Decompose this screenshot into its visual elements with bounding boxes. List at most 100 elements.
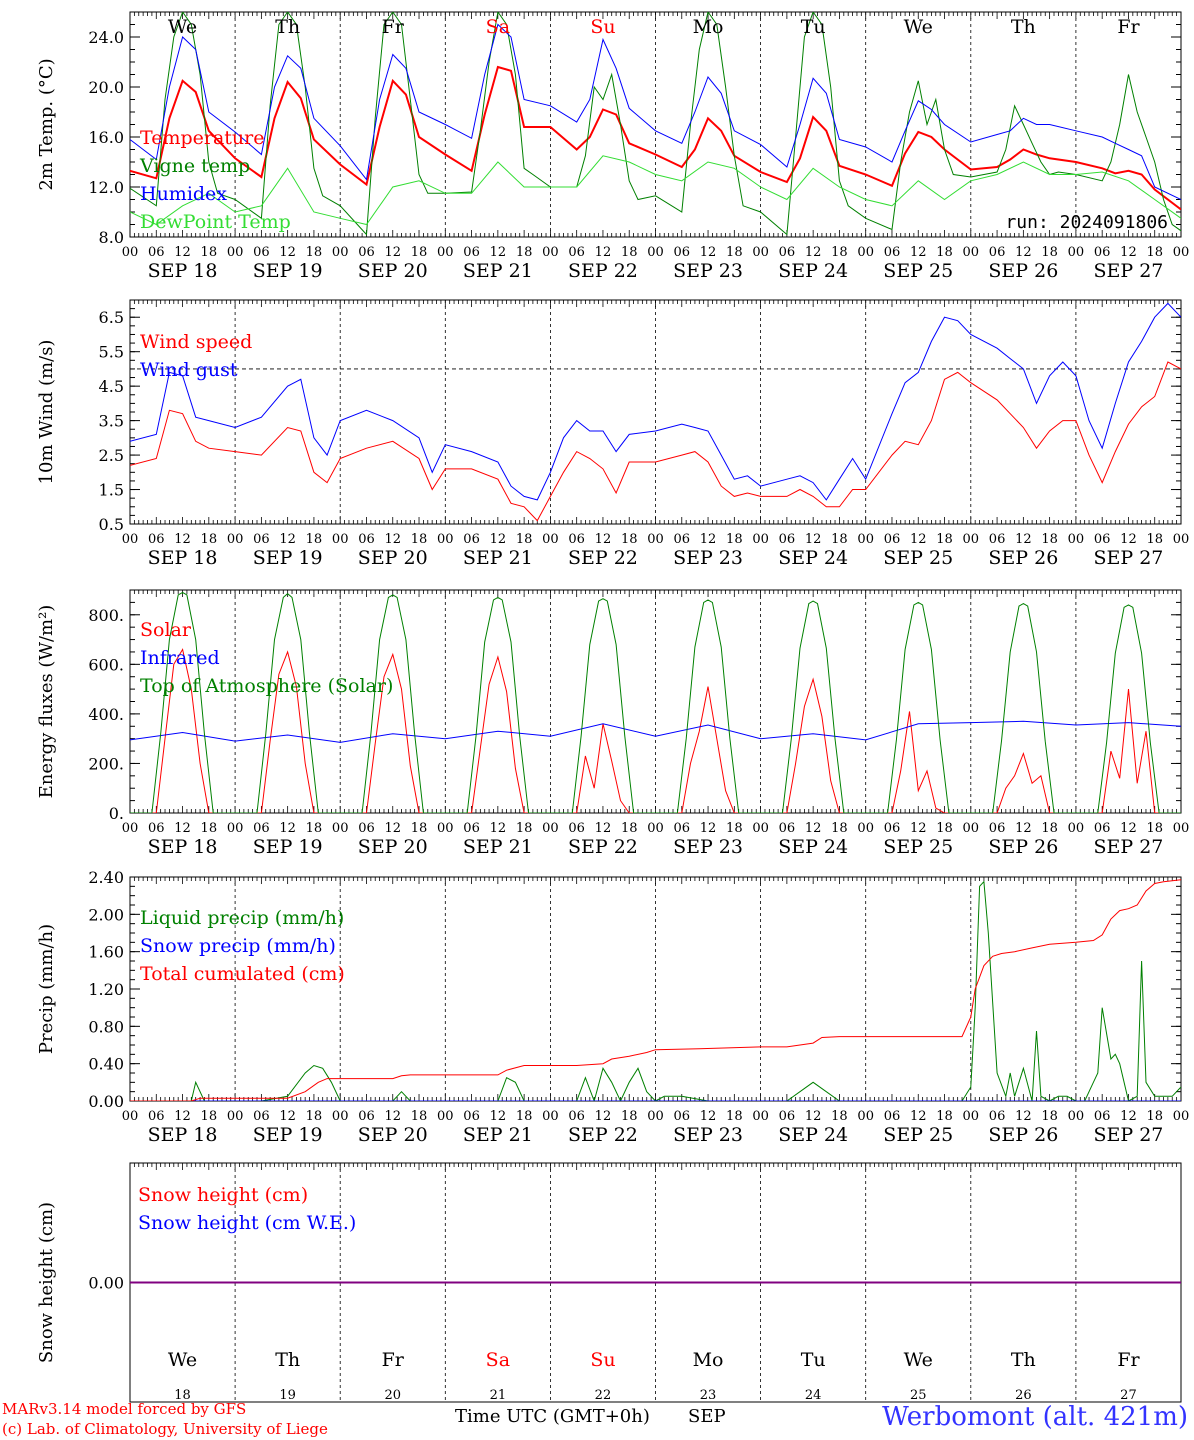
x-tick-label: 18 (411, 245, 428, 260)
x-tick-label: 18 (306, 245, 323, 260)
date-label: SEP 18 (148, 547, 218, 569)
date-label: SEP 24 (778, 260, 848, 282)
x-tick-label: 00 (1173, 821, 1190, 836)
x-tick-label: 06 (463, 821, 480, 836)
time-axis-title: Time UTC (GMT+0h) (455, 1406, 650, 1427)
x-tick-label: 18 (726, 1109, 743, 1124)
y-tick-label: 6.5 (99, 308, 124, 327)
series-dewpoint-temp (130, 155, 1181, 226)
x-tick-label: 06 (674, 532, 691, 547)
x-tick-label: 18 (1146, 245, 1163, 260)
x-tick-label: 12 (910, 245, 927, 260)
date-label: SEP 18 (148, 260, 218, 282)
x-tick-label: 06 (779, 821, 796, 836)
date-label: SEP 21 (463, 260, 533, 282)
x-tick-label: 06 (253, 532, 270, 547)
x-tick-label: 00 (963, 245, 980, 260)
x-tick-label: 18 (201, 1109, 218, 1124)
x-tick-label: 18 (1041, 821, 1058, 836)
weekday-label-top: We (168, 16, 197, 38)
x-tick-label: 00 (437, 532, 454, 547)
date-label: SEP 20 (358, 836, 428, 858)
x-tick-label: 18 (726, 821, 743, 836)
y-tick-label: 12.0 (88, 178, 124, 197)
x-tick-label: 06 (253, 821, 270, 836)
date-label: SEP 20 (358, 1124, 428, 1146)
footer-model: MARv3.14 model forced by GFS (2, 1400, 247, 1418)
weekday-label-top: Tu (801, 16, 826, 38)
x-tick-label: 00 (963, 821, 980, 836)
x-tick-label: 12 (910, 1109, 927, 1124)
x-tick-label: 18 (621, 532, 638, 547)
x-tick-label: 06 (884, 821, 901, 836)
x-tick-label: 00 (857, 245, 874, 260)
x-tick-label: 12 (174, 532, 191, 547)
legend-entry: Total cumulated (cm) (140, 963, 345, 985)
series-humidex (130, 23, 1181, 200)
legend-entry: Wind gust (140, 359, 238, 381)
y-tick-label: 400. (88, 705, 124, 724)
x-tick-label: 18 (516, 245, 533, 260)
x-tick-label: 18 (726, 532, 743, 547)
series-vigne-temp (130, 12, 1181, 236)
x-tick-label: 18 (831, 532, 848, 547)
x-tick-label: 06 (1094, 245, 1111, 260)
x-tick-label: 06 (148, 245, 165, 260)
x-tick-label: 06 (1094, 821, 1111, 836)
x-tick-label: 06 (674, 1109, 691, 1124)
x-tick-label: 06 (989, 245, 1006, 260)
y-tick-label: 1.60 (88, 943, 124, 962)
day-number: 23 (700, 1388, 717, 1403)
x-tick-label: 06 (779, 532, 796, 547)
x-tick-label: 06 (463, 532, 480, 547)
x-tick-label: 00 (1068, 245, 1085, 260)
date-label: SEP 19 (253, 260, 323, 282)
weekday-label-bottom: Fr (382, 1349, 405, 1371)
x-tick-label: 18 (411, 821, 428, 836)
y-tick-label: 0.00 (88, 1092, 124, 1111)
x-tick-label: 00 (542, 821, 559, 836)
x-tick-label: 12 (490, 245, 507, 260)
x-tick-label: 06 (779, 1109, 796, 1124)
x-tick-label: 00 (227, 532, 244, 547)
x-tick-label: 12 (174, 245, 191, 260)
panel-energy: 0. 200. 400. 600. 800. Energy fluxes (W/m²) 00… (36, 589, 1190, 858)
x-tick-label: 12 (700, 532, 717, 547)
x-tick-label: 18 (1041, 532, 1058, 547)
x-tick-label: 12 (595, 1109, 612, 1124)
y-tick-label: 2.5 (99, 446, 124, 465)
x-tick-label: 00 (122, 245, 139, 260)
x-tick-label: 06 (1094, 1109, 1111, 1124)
x-tick-label: 18 (831, 1109, 848, 1124)
x-tick-label: 12 (595, 821, 612, 836)
x-tick-label: 12 (1120, 821, 1137, 836)
x-tick-label: 12 (174, 1109, 191, 1124)
x-tick-label: 06 (568, 532, 585, 547)
x-tick-label: 00 (122, 532, 139, 547)
x-tick-label: 00 (542, 532, 559, 547)
x-tick-label: 00 (963, 532, 980, 547)
panel-temperature: 8.0 12.0 16.0 20.0 24.0 2m Temp. (°C) 00 06 12 18… (36, 11, 1189, 282)
weekday-label-top: We (904, 16, 933, 38)
series-top-of-atmosphere-solar- (130, 591, 1181, 813)
x-tick-label: 12 (384, 532, 401, 547)
x-tick-label: 12 (1015, 1109, 1032, 1124)
legend-entry: Infrared (140, 647, 220, 669)
x-tick-label: 12 (279, 532, 296, 547)
x-tick-label: 12 (1120, 1109, 1137, 1124)
x-tick-label: 06 (779, 245, 796, 260)
x-tick-label: 06 (568, 245, 585, 260)
date-label: SEP 20 (358, 260, 428, 282)
y-tick-label: 0.5 (99, 515, 124, 534)
y-tick-label: 2.40 (88, 868, 124, 887)
weekday-label-bottom: Th (1011, 1349, 1036, 1371)
x-tick-label: 00 (1173, 532, 1190, 547)
x-tick-label: 18 (831, 245, 848, 260)
x-tick-label: 12 (595, 245, 612, 260)
date-label: SEP 27 (1094, 260, 1164, 282)
date-label: SEP 26 (988, 1124, 1058, 1146)
panel-snow: 0.00 Snow height (cm) Snow height (cm) Snow… (36, 1162, 1182, 1403)
x-tick-label: 18 (201, 245, 218, 260)
date-label: SEP 23 (673, 547, 743, 569)
